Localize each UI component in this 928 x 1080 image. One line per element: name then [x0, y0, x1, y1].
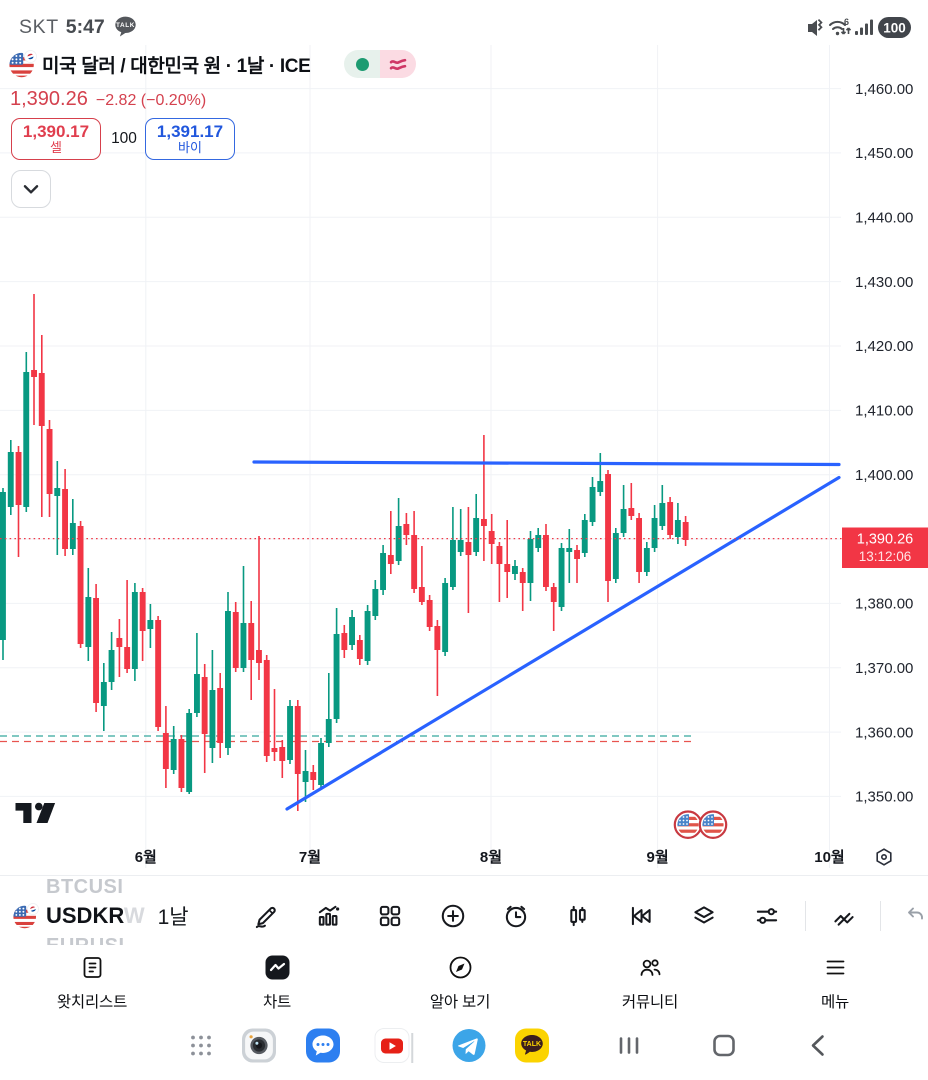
- svg-text:7월: 7월: [299, 849, 321, 866]
- svg-text:9월: 9월: [647, 849, 669, 866]
- svg-text:1,440.00: 1,440.00: [855, 210, 913, 227]
- svg-text:1,420.00: 1,420.00: [855, 338, 913, 355]
- svg-text:8월: 8월: [480, 849, 502, 866]
- svg-text:10월: 10월: [814, 849, 845, 866]
- svg-text:1,410.00: 1,410.00: [855, 403, 913, 420]
- svg-text:1,430.00: 1,430.00: [855, 274, 913, 291]
- svg-text:1,370.00: 1,370.00: [855, 660, 913, 677]
- svg-text:6월: 6월: [135, 849, 157, 866]
- svg-text:100: 100: [883, 21, 906, 36]
- svg-text:1,380.00: 1,380.00: [855, 596, 913, 613]
- svg-text:1,450.00: 1,450.00: [855, 145, 913, 162]
- svg-text:1,390.26: 1,390.26: [857, 532, 913, 548]
- svg-text:6: 6: [844, 17, 849, 27]
- svg-text:1,400.00: 1,400.00: [855, 467, 913, 484]
- svg-text:1,360.00: 1,360.00: [855, 724, 913, 741]
- svg-text:TALK: TALK: [523, 1041, 541, 1048]
- svg-text:TALK: TALK: [116, 22, 135, 29]
- svg-text:1,460.00: 1,460.00: [855, 81, 913, 98]
- svg-text:1,350.00: 1,350.00: [855, 789, 913, 806]
- svg-text:13:12:06: 13:12:06: [859, 549, 912, 564]
